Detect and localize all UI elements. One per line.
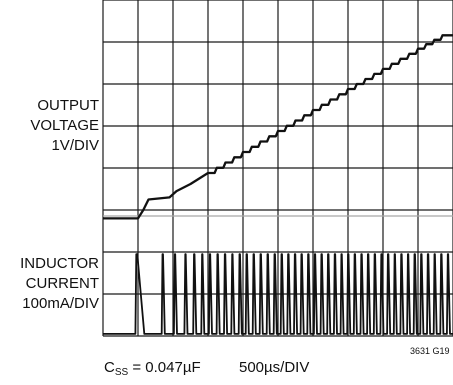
current-label-line-1: INDUCTOR — [20, 255, 99, 272]
traces — [103, 34, 453, 335]
condition-main: C — [104, 359, 115, 376]
output-voltage-trace — [103, 34, 453, 220]
condition-subscript: SS — [114, 367, 129, 378]
current-channel-label: INDUCTOR CURRENT 100mA/DIV — [20, 254, 99, 314]
current-label-line-3: 100mA/DIV — [22, 295, 99, 312]
inductor-current-trace — [103, 253, 453, 335]
voltage-channel-label: OUTPUT VOLTAGE 1V/DIV — [30, 96, 99, 156]
voltage-label-line-1: OUTPUT — [37, 97, 99, 114]
voltage-label-line-2: VOLTAGE — [30, 117, 99, 134]
current-label-line-2: CURRENT — [25, 275, 99, 292]
condition-value: = 0.047µF — [128, 359, 201, 376]
voltage-label-line-3: 1V/DIV — [51, 137, 99, 154]
capacitor-condition: CSS = 0.047µF — [104, 359, 201, 378]
figure-code: 3631 G19 — [410, 346, 450, 356]
time-per-division: 500µs/DIV — [239, 359, 310, 376]
